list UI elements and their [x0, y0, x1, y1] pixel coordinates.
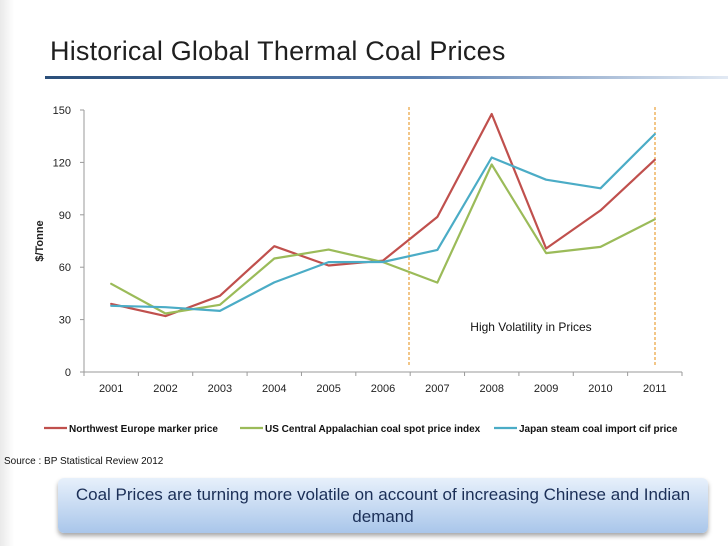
- left-edge-shade: [0, 0, 14, 546]
- series-line-1: [110, 112, 656, 318]
- x-tick-label: 2008: [479, 383, 503, 395]
- y-axis-ticks: 0 30 60 90 120 150: [53, 105, 84, 379]
- y-tick-label: 30: [59, 315, 71, 327]
- x-tick-label: 2004: [262, 383, 286, 395]
- series-line-3: [110, 133, 656, 312]
- legend-label-1: Northwest Europe marker price: [69, 424, 218, 435]
- y-tick-label: 120: [53, 157, 71, 169]
- x-tick-label: 2011: [643, 383, 667, 395]
- source-note: Source : BP Statistical Review 2012: [4, 456, 164, 467]
- x-tick-label: 2006: [371, 383, 395, 395]
- x-tick-label: 2001: [99, 383, 123, 395]
- legend-label-3: Japan steam coal import cif price: [519, 424, 678, 435]
- y-tick-label: 60: [59, 262, 71, 274]
- series-line-2: [110, 163, 656, 315]
- y-tick-label: 0: [65, 367, 71, 379]
- x-tick-label: 2005: [316, 383, 340, 395]
- legend-label-2: US Central Appalachian coal spot price i…: [265, 424, 481, 435]
- x-tick-label: 2009: [534, 383, 558, 395]
- x-tick-label: 2010: [588, 383, 612, 395]
- series-lines: [110, 112, 656, 318]
- title-underline: [45, 76, 728, 79]
- page-title: Historical Global Thermal Coal Prices: [50, 36, 506, 66]
- volatility-annotation: High Volatility in Prices: [470, 320, 591, 334]
- callout-text: Coal Prices are turning more volatile on…: [75, 484, 691, 526]
- x-tick-label: 2002: [153, 383, 177, 395]
- chart-legend: Northwest Europe marker price US Central …: [44, 424, 678, 435]
- y-tick-label: 150: [53, 105, 71, 117]
- x-tick-label: 2007: [425, 383, 449, 395]
- y-axis-title: $/Tonne: [34, 220, 46, 261]
- y-tick-label: 90: [59, 210, 71, 222]
- x-axis-ticks: 2001 2002 2003 2004 2005 2006 2007 2008 2009 2010…: [83, 372, 683, 395]
- callout-box: Coal Prices are turning more volatile on…: [58, 478, 708, 533]
- x-tick-label: 2003: [208, 383, 232, 395]
